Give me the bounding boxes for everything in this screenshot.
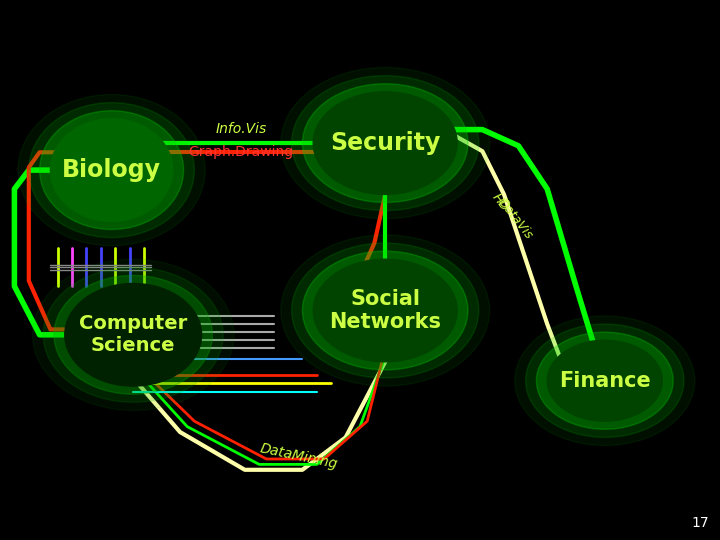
Ellipse shape: [54, 275, 212, 394]
Ellipse shape: [281, 235, 490, 386]
Ellipse shape: [18, 94, 205, 246]
Ellipse shape: [43, 267, 223, 402]
Ellipse shape: [536, 332, 673, 429]
Text: Graph.Drawing: Graph.Drawing: [189, 145, 294, 159]
Ellipse shape: [515, 316, 695, 446]
Ellipse shape: [32, 259, 234, 410]
Ellipse shape: [547, 340, 662, 421]
Ellipse shape: [313, 259, 457, 362]
Ellipse shape: [313, 92, 457, 194]
Text: Info.Vis: Info.Vis: [215, 122, 267, 136]
Text: Social
Networks: Social Networks: [329, 289, 441, 332]
Ellipse shape: [292, 76, 479, 211]
Text: 17: 17: [692, 516, 709, 530]
Text: Computer
Science: Computer Science: [79, 314, 187, 355]
Ellipse shape: [65, 284, 202, 386]
Text: DataMining: DataMining: [258, 441, 339, 471]
Ellipse shape: [526, 324, 684, 437]
Text: DataVis: DataVis: [495, 195, 535, 242]
Ellipse shape: [302, 251, 468, 370]
Text: Security: Security: [330, 131, 441, 155]
Ellipse shape: [281, 68, 490, 219]
Ellipse shape: [292, 243, 479, 378]
Text: Biology: Biology: [62, 158, 161, 182]
Text: Finance: Finance: [559, 370, 651, 391]
Text: HD: HD: [490, 191, 511, 214]
Ellipse shape: [50, 119, 173, 221]
Ellipse shape: [40, 111, 184, 230]
Ellipse shape: [29, 103, 194, 238]
Ellipse shape: [302, 84, 468, 202]
